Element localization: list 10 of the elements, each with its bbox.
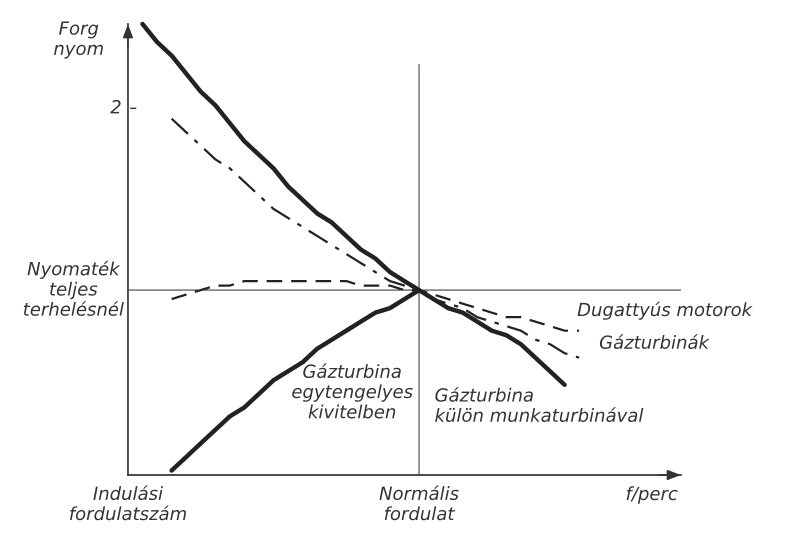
x-tick-label: Indulási fordulatszám	[70, 485, 186, 520]
text: 2	[110, 100, 121, 114]
ref-line-label: Nyomaték teljes terhelésnél	[24, 260, 124, 316]
series-label: Gázturbina külön munkaturbinával	[435, 387, 644, 422]
series-label: Dugattyús motorok	[578, 302, 753, 320]
y-axis-title: Forg nyom	[54, 22, 103, 59]
x-tick-label: Normális fordulat	[379, 485, 459, 520]
series-label: Gázturbinák	[600, 334, 710, 349]
series-label: Gázturbina egytengelyes kivitelben	[292, 363, 413, 419]
x-axis-title: f/perc	[626, 486, 678, 504]
